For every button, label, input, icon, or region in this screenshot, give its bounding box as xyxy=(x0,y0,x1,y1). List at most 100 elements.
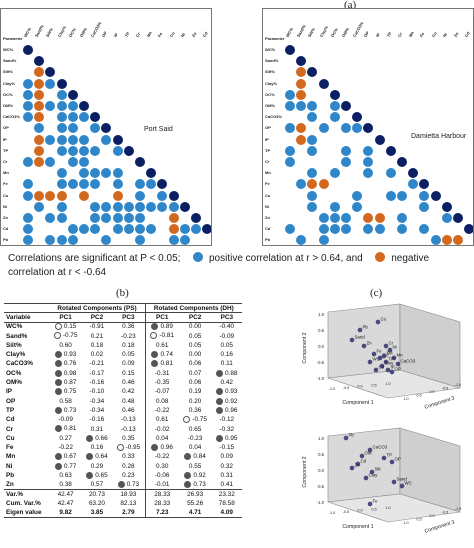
diagonal-dot xyxy=(307,67,318,78)
cell-value: 0.81 xyxy=(160,360,173,368)
cell-value: 0.02 xyxy=(90,351,104,359)
table-cell: -0.31 xyxy=(144,368,179,378)
point-label: Sand xyxy=(355,335,366,340)
loading-point xyxy=(383,343,389,349)
y-axis-label: Component 2 xyxy=(302,332,308,363)
col-label: Cd xyxy=(463,30,471,38)
diagonal-dot xyxy=(352,112,363,123)
table-row: Clay% 0.93 0.02 0.05 0.74 0.00 0.16 xyxy=(4,349,242,360)
diagonal-dot xyxy=(464,224,473,235)
cell-value: -0.91 xyxy=(89,323,105,331)
cell-value: 0.57 xyxy=(90,481,104,489)
positive-correlation-dot xyxy=(285,123,295,134)
cell-value: 0.27 xyxy=(59,434,72,442)
table-cell: 23.32 xyxy=(211,488,242,499)
table-row: Sand% -0.75 0.21 -0.23 -0.81 0.05 -0.09 xyxy=(4,331,242,341)
table-cell: 0.61 xyxy=(144,415,179,425)
col-label: Zn xyxy=(452,31,460,38)
positive-correlation-dot xyxy=(341,123,351,134)
diagonal-dot xyxy=(168,190,179,201)
table-cell: 63.20 xyxy=(82,499,112,508)
table-cell: -0.91 xyxy=(82,322,112,331)
point-label: WC xyxy=(373,357,380,362)
table-row: OC% 0.98 -0.17 0.15 -0.31 0.07 0.88 xyxy=(4,368,242,378)
point-label: Fe xyxy=(373,499,379,504)
positive-correlation-dot xyxy=(56,201,67,212)
table-cell: -0.32 xyxy=(212,424,242,433)
cell-value: -0.21 xyxy=(89,360,105,368)
positive-correlation-dot xyxy=(285,157,295,167)
filled-circle-icon xyxy=(216,369,224,377)
negative-correlation-dot xyxy=(34,67,45,78)
cell-value: 26.93 xyxy=(187,490,204,498)
cell-value: 0.89 xyxy=(160,323,173,331)
cell-value: 0.96 xyxy=(225,407,238,414)
positive-correlation-dot xyxy=(101,201,112,212)
z-tick-label: 1.0 xyxy=(403,397,408,401)
filled-circle-icon xyxy=(54,425,62,433)
table-cell: 0.09 xyxy=(212,452,242,461)
z-tick-label: 1.0 xyxy=(403,521,408,525)
variable-name: IP xyxy=(6,388,13,396)
loading-point xyxy=(389,459,395,465)
cell-value: -0.22 xyxy=(154,453,170,461)
table-cell: -0.16 xyxy=(82,415,112,424)
negative-correlation-dot xyxy=(34,78,45,89)
negative-correlation-dot xyxy=(296,89,307,100)
col-label: Silt% xyxy=(45,27,55,38)
table-cell: 28.33 xyxy=(144,488,179,499)
diagonal-dot xyxy=(441,201,452,212)
cell-value: -0.17 xyxy=(89,369,105,377)
x-tick-label: 0.0 xyxy=(357,385,362,389)
variable-name: OC% xyxy=(6,369,22,377)
summary-row: Eigen value 9.82 3.85 2.79 7.23 4.71 4.09 xyxy=(4,508,242,518)
filled-circle-icon xyxy=(151,323,159,331)
table-cell: 0.09 xyxy=(112,359,145,368)
cell-value: 0.00 xyxy=(188,351,202,359)
y-tick-label: -1.0 xyxy=(317,376,325,381)
diagonal-dot xyxy=(34,56,45,67)
table-cell: 2.79 xyxy=(112,508,146,518)
table-cell: 0.92 xyxy=(212,396,242,405)
table-cell: 0.73 xyxy=(112,480,145,489)
positive-correlation-dot xyxy=(112,168,123,179)
col-label: Sand% xyxy=(33,23,45,38)
summary-row: Var.% 42.47 20.73 18.93 28.33 26.93 23.32 xyxy=(4,488,242,499)
point-label: TP xyxy=(389,357,395,362)
positive-correlation-dot xyxy=(307,145,318,156)
negative-correlation-dot xyxy=(112,190,123,201)
table-cell: 55.26 xyxy=(179,499,212,508)
table-cell: -0.40 xyxy=(212,322,242,331)
row-label: Sand% xyxy=(3,58,17,64)
positive-correlation-dot xyxy=(329,101,340,111)
loading-point xyxy=(343,435,349,441)
variable-name: Cr xyxy=(6,425,14,433)
negative-correlation-dot xyxy=(296,134,307,145)
table-cell: -0.75 xyxy=(179,415,212,424)
table-cell: -0.17 xyxy=(82,369,112,378)
cell-value: 0.73 xyxy=(63,407,77,414)
table-cell: 0.42 xyxy=(212,378,242,387)
cell-value: 0.36 xyxy=(188,406,202,414)
cell-value: 0.46 xyxy=(122,379,135,387)
filled-circle-icon xyxy=(54,462,62,470)
table-row: Fe -0.22 0.16 -0.95 0.96 0.04 -0.15 xyxy=(4,442,242,453)
legend-text-positive: positive correlation at r > 0.64, and xyxy=(208,253,363,264)
col-label: OM% xyxy=(78,26,88,38)
negative-correlation-dot xyxy=(34,101,45,111)
table-cell: -0.23 xyxy=(179,434,212,443)
point-label: TP xyxy=(387,453,393,458)
table-cell: -0.09 xyxy=(212,331,242,340)
cell-value: 0.88 xyxy=(225,369,238,377)
rotated-components-table: Rotated Components (PS) Rotated Componen… xyxy=(4,302,242,518)
point-label: Clay xyxy=(369,473,379,478)
loading-point xyxy=(363,475,369,481)
row-label: OM% xyxy=(3,103,13,108)
filled-circle-icon xyxy=(54,369,62,377)
cell-value: -0.10 xyxy=(89,388,105,396)
positive-correlation-dot xyxy=(179,235,190,245)
cell-value: 0.93 xyxy=(225,388,238,396)
summary-label: Var.% xyxy=(4,488,50,499)
variable-name: Mn xyxy=(6,453,16,461)
loading-point xyxy=(355,461,361,467)
